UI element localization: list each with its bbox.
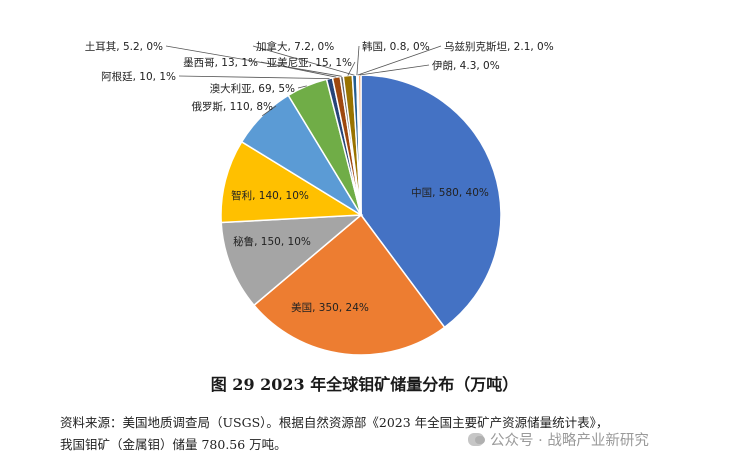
pie-slice: [252, 213, 446, 356]
slice-label: 墨西哥, 13, 1%: [183, 57, 258, 69]
watermark-text: 公众号 · 战略产业新研究: [490, 433, 649, 449]
leader-line: [165, 45, 342, 77]
slice-label: 澳大利亚, 69, 5%: [210, 82, 295, 95]
pie-chart: 中国, 580, 40% 美国, 350, 24% 秘鲁, 150, 10% 智利, …: [85, 40, 554, 356]
slice-labels: 中国, 580, 40% 美国, 350, 24% 秘鲁, 150, 10% 智利, …: [85, 40, 554, 314]
slice-label: 中国, 580, 40%: [411, 186, 489, 199]
slice-label: 亚美尼亚, 15, 1%: [267, 56, 352, 69]
slice-label: 智利, 140, 10%: [231, 189, 309, 202]
chart-title: 图 29 2023 年全球钼矿储量分布（万吨）: [210, 375, 519, 394]
leader-line: [178, 75, 330, 79]
source-line-1: 资料来源：美国地质调查局（USGS）。根据自然资源部《2023 年全国主要矿产资…: [60, 415, 609, 430]
leader-line: [261, 105, 277, 117]
leader-line: [359, 64, 430, 76]
source-note: 资料来源：美国地质调查局（USGS）。根据自然资源部《2023 年全国主要矿产资…: [60, 412, 720, 456]
pie-slice: [220, 140, 364, 224]
pie-slice: [220, 214, 364, 307]
slice-label: 乌兹别克斯坦, 2.1, 0%: [444, 40, 554, 53]
slice-label: 美国, 350, 24%: [291, 301, 369, 314]
pie-slice: [360, 74, 502, 329]
slice-label: 秘鲁, 150, 10%: [233, 235, 311, 248]
leader-line: [357, 45, 442, 76]
slice-label: 阿根廷, 10, 1%: [101, 70, 176, 83]
slice-label: 土耳其, 5.2, 0%: [85, 40, 163, 53]
leader-line: [356, 45, 360, 76]
slice-label: 加拿大, 7.2, 0%: [256, 40, 334, 53]
source-line-2: 我国钼矿（金属钼）储量 780.56 万吨。: [60, 437, 287, 452]
slice-label: 伊朗, 4.3, 0%: [432, 60, 500, 72]
slice-label: 俄罗斯, 110, 8%: [191, 100, 273, 113]
leader-line: [297, 85, 307, 89]
slice-label: 韩国, 0.8, 0%: [362, 40, 430, 53]
leader-line: [252, 45, 355, 76]
wechat-icon: [468, 433, 485, 446]
leader-lines: [165, 45, 442, 117]
watermark: 公众号 · 战略产业新研究: [468, 429, 649, 450]
